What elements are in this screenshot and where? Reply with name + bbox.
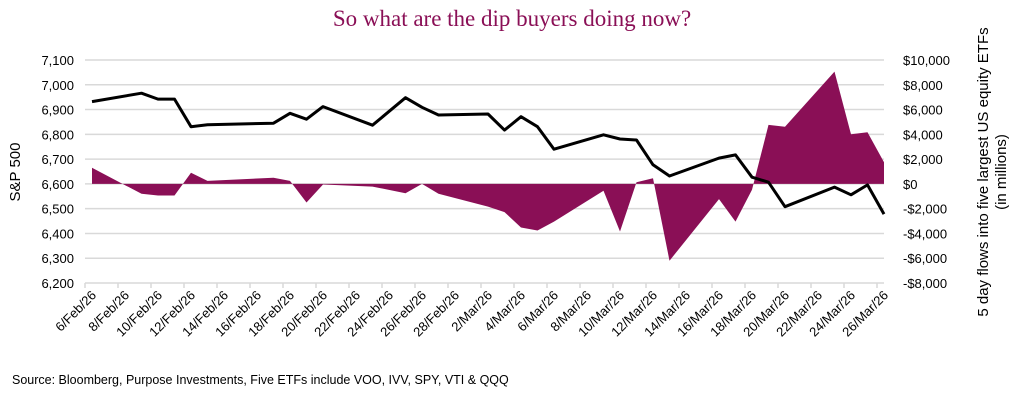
y-right-tick-label: -$8,000: [903, 276, 947, 291]
y-left-tick-label: 6,600: [41, 177, 74, 192]
sp500-line: [91, 91, 886, 215]
y-right-tick-label: -$2,000: [903, 202, 947, 217]
y-right-tick-label: $8,000: [903, 78, 943, 93]
y-left-tick-label: 6,300: [41, 251, 74, 266]
y-right-axis-unit: (in millions): [993, 134, 1010, 210]
y-right-tick-label: -$4,000: [903, 226, 947, 241]
y-left-tick-label: 6,500: [41, 202, 74, 217]
y-left-tick-label: 6,700: [41, 152, 74, 167]
y-right-tick-label: $2,000: [903, 152, 943, 167]
y-right-tick-label: $6,000: [903, 103, 943, 118]
flows-area: [92, 71, 884, 261]
y-left-tick-label: 7,000: [41, 78, 74, 93]
y-right-tick-label: -$6,000: [903, 251, 947, 266]
y-left-tick-label: 6,900: [41, 103, 74, 118]
y-left-tick-label: 7,100: [41, 53, 74, 68]
y-right-tick-label: $0: [903, 177, 917, 192]
y-left-tick-label: 6,400: [41, 226, 74, 241]
y-left-axis-label: S&P 500: [7, 143, 24, 202]
y-left-tick-label: 6,800: [41, 127, 74, 142]
chart-title: So what are the dip buyers doing now?: [332, 6, 692, 31]
y-right-axis-label: 5 day flows into five largest US equity …: [975, 27, 992, 316]
source-note: Source: Bloomberg, Purpose Investments, …: [12, 373, 509, 387]
y-right-tick-label: $4,000: [903, 127, 943, 142]
y-right-tick-label: $10,000: [903, 53, 950, 68]
y-left-tick-label: 6,200: [41, 276, 74, 291]
